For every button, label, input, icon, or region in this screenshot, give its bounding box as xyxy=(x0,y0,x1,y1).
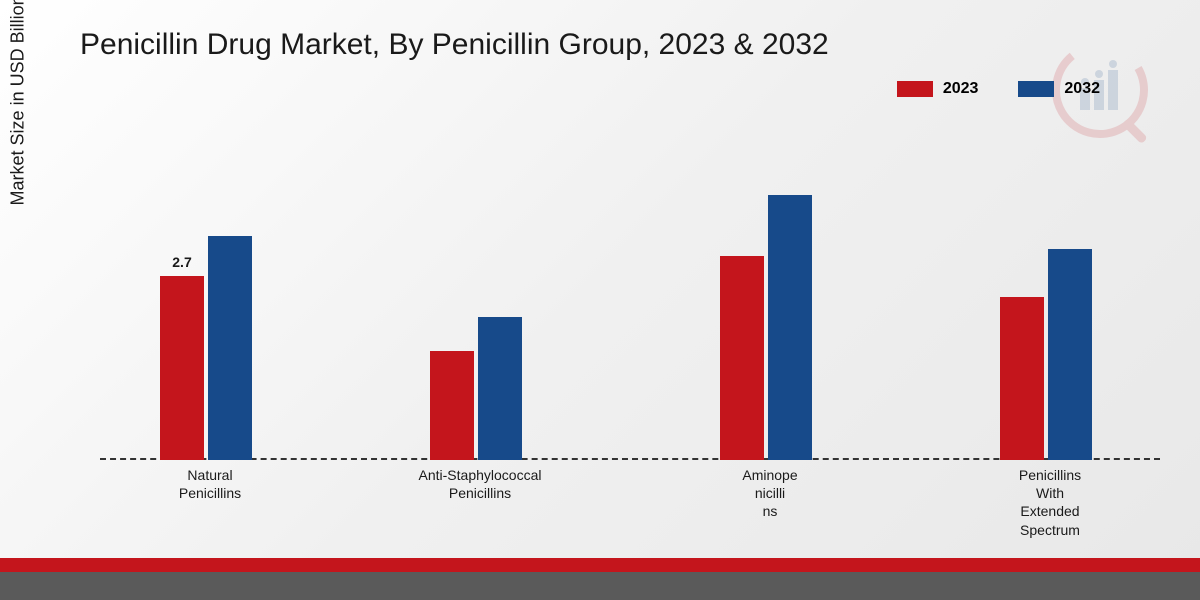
footer-grey-strip xyxy=(0,572,1200,600)
bar-2023 xyxy=(1000,297,1044,460)
bar-2032 xyxy=(478,317,522,460)
legend-item-2023: 2023 xyxy=(897,80,979,98)
category-label: NaturalPenicillins xyxy=(150,466,270,502)
category-label: PenicillinsWithExtendedSpectrum xyxy=(990,466,1110,539)
legend-swatch-2032 xyxy=(1018,81,1054,97)
bar-2032 xyxy=(768,195,812,460)
bar-group xyxy=(720,195,812,460)
bar-value-label: 2.7 xyxy=(172,254,191,270)
category-label: Anti-StaphylococcalPenicillins xyxy=(400,466,560,502)
bar-group xyxy=(1000,249,1092,460)
bar-2032 xyxy=(208,236,252,460)
category-label: Aminopenicillins xyxy=(710,466,830,521)
footer-red-strip xyxy=(0,558,1200,572)
bar-group: 2.7 xyxy=(160,236,252,460)
plot-area: 2.7NaturalPenicillinsAnti-Staphylococcal… xyxy=(100,120,1160,460)
legend-item-2032: 2032 xyxy=(1018,80,1100,98)
legend-swatch-2023 xyxy=(897,81,933,97)
chart-title: Penicillin Drug Market, By Penicillin Gr… xyxy=(80,28,829,62)
legend: 2023 2032 xyxy=(897,80,1100,98)
y-axis-label: Market Size in USD Billion xyxy=(8,0,29,205)
legend-label-2032: 2032 xyxy=(1064,80,1100,98)
legend-label-2023: 2023 xyxy=(943,80,979,98)
bar-group xyxy=(430,317,522,460)
bar-2032 xyxy=(1048,249,1092,460)
footer-band xyxy=(0,558,1200,600)
bar-2023: 2.7 xyxy=(160,276,204,460)
bar-2023 xyxy=(720,256,764,460)
bar-2023 xyxy=(430,351,474,460)
